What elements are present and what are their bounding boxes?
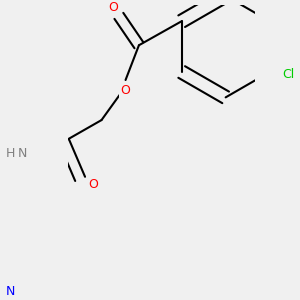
Text: N: N xyxy=(18,147,27,160)
Text: Cl: Cl xyxy=(282,68,295,81)
Text: H: H xyxy=(6,147,15,160)
Text: O: O xyxy=(88,178,98,191)
Text: N: N xyxy=(6,285,15,298)
Text: O: O xyxy=(121,84,130,97)
Text: O: O xyxy=(109,1,118,14)
